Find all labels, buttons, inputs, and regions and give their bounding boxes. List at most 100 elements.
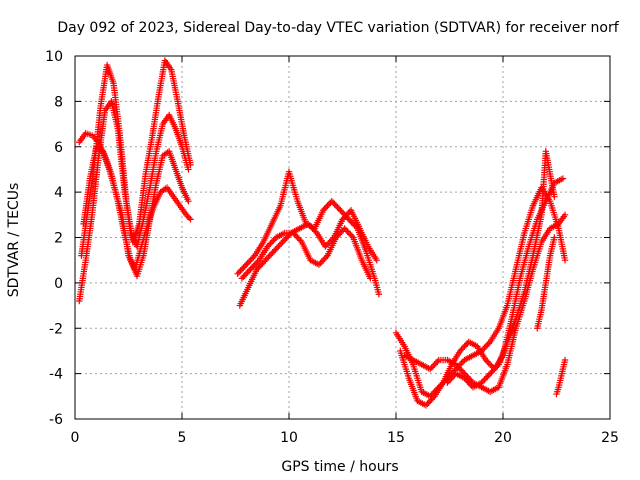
- data-point: [484, 373, 491, 380]
- x-tick-label: 0: [71, 430, 80, 446]
- series-track-k: [444, 148, 558, 391]
- data-point: [322, 204, 330, 211]
- data-point: [272, 246, 279, 253]
- data-point: [250, 253, 257, 261]
- data-point: [324, 202, 331, 209]
- data-point: [257, 261, 265, 268]
- data-point: [240, 273, 247, 281]
- data-points: [76, 57, 569, 409]
- x-tick-label: 25: [601, 430, 619, 446]
- y-tick-label: -6: [49, 412, 63, 428]
- data-point: [332, 202, 340, 209]
- data-point: [243, 270, 250, 277]
- data-point: [320, 256, 327, 264]
- data-point: [260, 258, 268, 265]
- series-track-l: [534, 234, 558, 332]
- data-point: [268, 238, 276, 246]
- data-point: [561, 211, 569, 219]
- data-point: [244, 260, 251, 267]
- data-point: [237, 267, 244, 274]
- data-point: [318, 258, 326, 265]
- data-point: [551, 193, 558, 200]
- data-point: [339, 216, 346, 223]
- y-tick-label: 6: [54, 140, 63, 156]
- data-point: [307, 223, 315, 231]
- data-point: [264, 243, 271, 250]
- data-point: [321, 255, 328, 262]
- data-point: [484, 341, 491, 349]
- data-point: [310, 226, 318, 234]
- data-point: [337, 207, 344, 214]
- data-point: [345, 229, 353, 237]
- data-point: [481, 376, 488, 383]
- data-point: [335, 231, 343, 238]
- data-point: [251, 261, 258, 268]
- data-point: [255, 264, 262, 271]
- data-point: [323, 241, 331, 249]
- data-point: [367, 275, 374, 282]
- data-point: [241, 272, 248, 279]
- data-point: [267, 240, 274, 247]
- data-point: [462, 376, 470, 383]
- data-point: [489, 367, 497, 374]
- data-point: [466, 381, 474, 388]
- data-point: [244, 269, 251, 276]
- data-point: [240, 264, 247, 271]
- data-point: [461, 343, 468, 350]
- data-point: [338, 208, 345, 215]
- data-point: [335, 205, 343, 212]
- data-point: [454, 362, 461, 370]
- y-tick-label: -4: [49, 367, 63, 383]
- data-point: [478, 379, 485, 386]
- data-point: [348, 232, 355, 240]
- data-point: [345, 210, 352, 217]
- x-tick-label: 15: [387, 430, 405, 446]
- y-axis-label: SDTVAR / TECUs: [6, 183, 22, 298]
- data-point: [235, 269, 243, 276]
- data-point: [347, 231, 354, 238]
- data-point: [429, 362, 437, 370]
- data-point: [183, 211, 190, 219]
- data-point: [238, 266, 246, 273]
- data-point: [464, 377, 471, 385]
- data-point: [340, 214, 348, 222]
- data-point: [297, 237, 304, 244]
- data-point: [276, 241, 283, 249]
- data-point: [332, 234, 340, 241]
- data-point: [494, 362, 501, 370]
- axis-ticks: 0 5 10 15 20 25 -6 -4 -2 0 2 4 6 8 10: [45, 49, 619, 446]
- data-point: [465, 379, 472, 386]
- data-point: [277, 240, 285, 247]
- data-point: [428, 364, 435, 371]
- data-point: [341, 225, 348, 232]
- data-point: [344, 228, 351, 235]
- data-point: [247, 266, 254, 273]
- data-point: [269, 249, 276, 256]
- data-point: [241, 263, 248, 270]
- data-point: [448, 374, 455, 382]
- data-point: [267, 250, 275, 258]
- data-point: [234, 270, 241, 277]
- data-point: [315, 261, 323, 268]
- data-point: [294, 234, 301, 241]
- data-point: [291, 231, 298, 238]
- data-point: [551, 234, 558, 241]
- data-point: [424, 400, 431, 408]
- data-point: [375, 291, 383, 298]
- data-point: [247, 256, 254, 264]
- chart-title: Day 092 of 2023, Sidereal Day-to-day VTE…: [57, 20, 619, 36]
- data-point: [432, 359, 440, 367]
- data-point: [337, 229, 344, 237]
- data-point: [488, 368, 495, 376]
- data-point: [265, 241, 273, 249]
- data-point: [275, 243, 282, 250]
- data-point: [330, 199, 337, 206]
- data-point: [484, 358, 491, 365]
- data-point: [482, 343, 490, 350]
- data-point: [452, 361, 460, 368]
- data-point: [561, 256, 569, 264]
- data-point: [559, 175, 567, 182]
- data-point: [305, 220, 312, 228]
- data-point: [422, 402, 430, 409]
